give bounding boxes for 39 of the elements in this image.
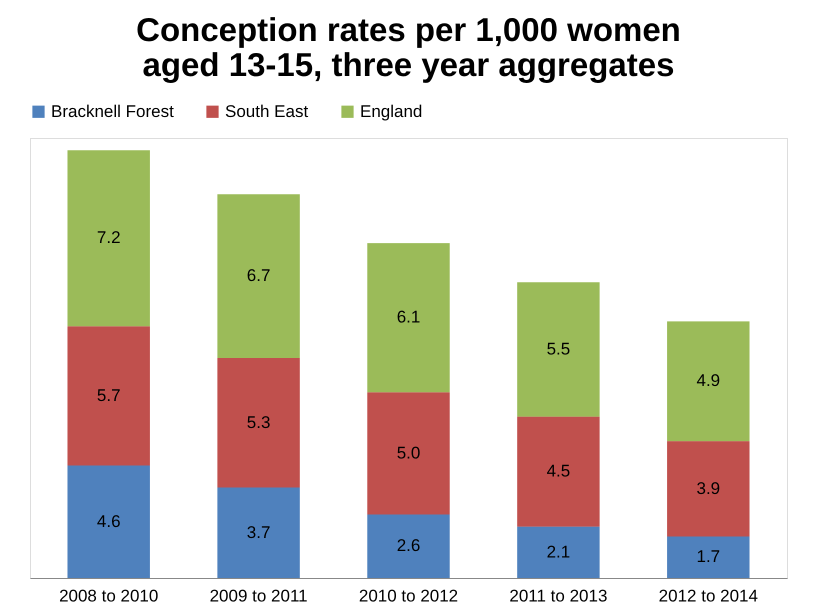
data-label: 4.9: [696, 371, 720, 390]
bar: [667, 321, 750, 442]
x-tick-label: 2010 to 2012: [358, 586, 458, 606]
bar: [367, 243, 450, 392]
bar: [367, 514, 450, 578]
data-label: 2.1: [546, 542, 570, 562]
bar: [517, 282, 600, 417]
bar: [217, 358, 300, 488]
bar: [517, 416, 600, 527]
data-label: 3.7: [246, 522, 270, 542]
data-label: 5.0: [396, 443, 420, 462]
x-tick-label: 2009 to 2011: [210, 586, 308, 606]
bar: [67, 326, 150, 466]
x-tick-label: 2008 to 2010: [59, 586, 158, 606]
chart-title: Conception rates per 1,000 women aged 13-15, three year aggregates: [136, 11, 681, 83]
bar: [217, 488, 300, 578]
data-label: 5.5: [546, 339, 570, 358]
x-tick-label: 2011 to 2013: [509, 586, 608, 606]
legend-label: Bracknell Forest: [51, 102, 174, 121]
bar: [517, 526, 600, 578]
legend-label: South East: [225, 102, 308, 121]
bar: [67, 466, 150, 578]
data-label: 7.2: [96, 228, 121, 248]
bar: [667, 536, 750, 578]
data-label: 4.6: [96, 512, 121, 531]
data-label: 3.9: [696, 478, 720, 498]
bar: [67, 150, 150, 326]
bar: [367, 392, 450, 514]
data-label: 2.6: [396, 536, 420, 556]
data-label: 1.7: [696, 547, 720, 566]
data-label: 5.7: [96, 386, 121, 405]
data-label: 6.7: [246, 266, 270, 286]
bar: [217, 194, 300, 358]
data-label: 5.3: [246, 412, 270, 432]
bar: [667, 441, 750, 536]
data-label: 4.5: [546, 462, 570, 481]
x-tick-label: 2012 to 2014: [658, 586, 758, 606]
legend-label: England: [360, 102, 422, 121]
data-label: 6.1: [396, 308, 420, 327]
